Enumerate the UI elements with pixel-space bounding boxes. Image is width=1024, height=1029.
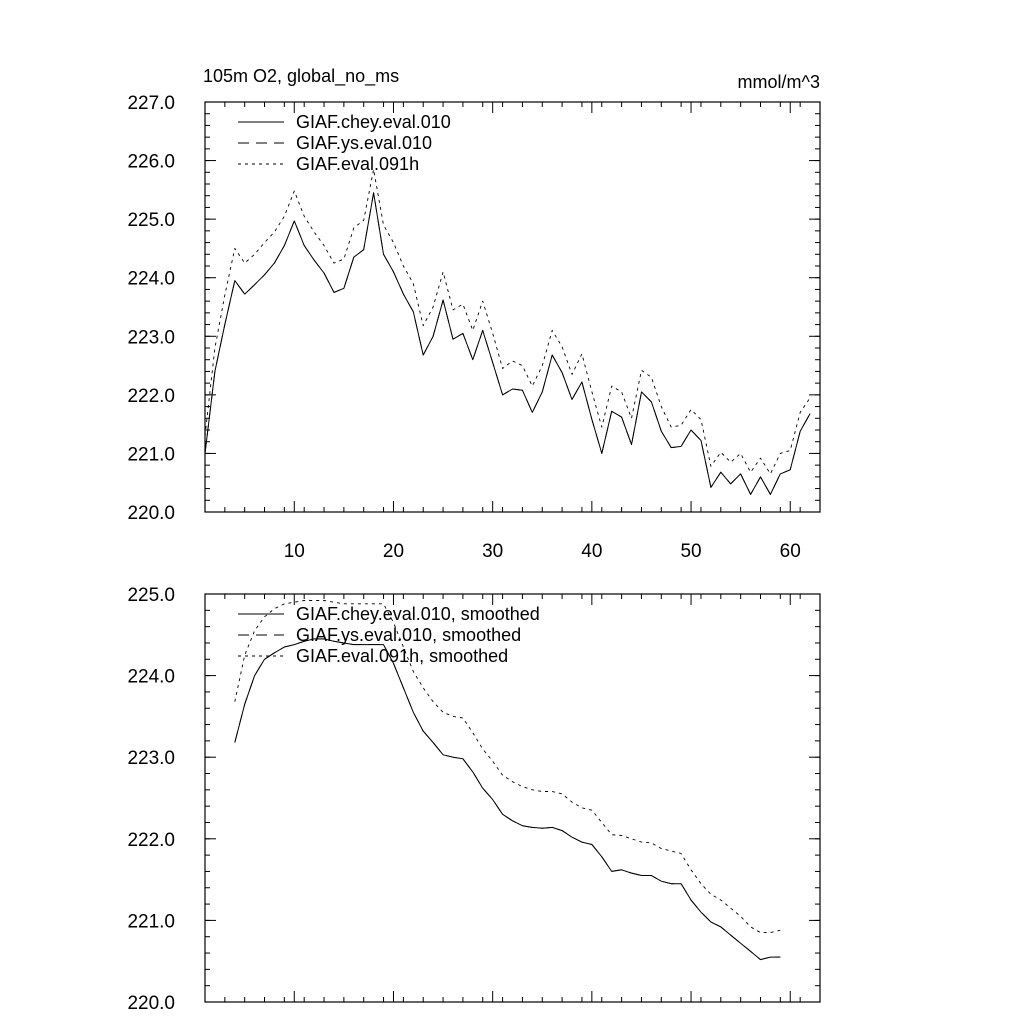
x-tick-label: 10 (284, 541, 305, 562)
x-tick-label: 50 (680, 541, 701, 562)
series-line-dotted (234, 600, 781, 934)
y-tick-label: 224.0 (127, 667, 175, 688)
chart-title: 105m O2, global_no_ms (203, 66, 399, 87)
y-tick-label: 225.0 (127, 210, 175, 231)
legend-label: GIAF.eval.091h, smoothed (296, 646, 508, 666)
y-tick-label: 225.0 (127, 585, 175, 606)
y-tick-label: 222.0 (127, 386, 175, 407)
legend-label: GIAF.ys.eval.010 (296, 133, 432, 153)
units-label: mmol/m^3 (738, 72, 820, 92)
series-line-dashed (204, 192, 811, 495)
y-tick-label: 223.0 (127, 748, 175, 769)
series-line-solid (234, 638, 781, 961)
series-line-solid (204, 192, 811, 495)
legend-label: GIAF.ys.eval.010, smoothed (296, 625, 521, 645)
x-tick-label: 30 (482, 541, 503, 562)
chart-panel-1: 10 20 30 40 50 60 220.0 221.0 222.0 223.0 224.0 225… (127, 66, 821, 562)
legend-label: GIAF.chey.eval.010 (296, 112, 451, 132)
x-tick-label: 60 (780, 541, 801, 562)
y-tick-label: 224.0 (127, 269, 175, 290)
series-line-dotted (204, 168, 811, 475)
plot-frame (204, 101, 821, 513)
legend-label: GIAF.eval.091h (296, 154, 419, 174)
y-tick-label: 220.0 (127, 503, 175, 524)
y-tick-label: 223.0 (127, 327, 175, 348)
x-tick-label: 20 (383, 541, 404, 562)
legend-label: GIAF.chey.eval.010, smoothed (296, 604, 540, 624)
chart-panel-2: 220.0 221.0 222.0 223.0 224.0 225.0 GIAF.chey.… (127, 585, 821, 1014)
y-tick-label: 226.0 (127, 152, 175, 173)
y-tick-label: 227.0 (127, 93, 175, 114)
y-tick-label: 220.0 (127, 993, 175, 1014)
series-line-dashed (234, 638, 781, 961)
plot-frame (204, 593, 821, 1003)
y-tick-label: 222.0 (127, 830, 175, 851)
x-tick-label: 40 (581, 541, 602, 562)
y-tick-label: 221.0 (127, 911, 175, 932)
y-tick-label: 221.0 (127, 444, 175, 465)
